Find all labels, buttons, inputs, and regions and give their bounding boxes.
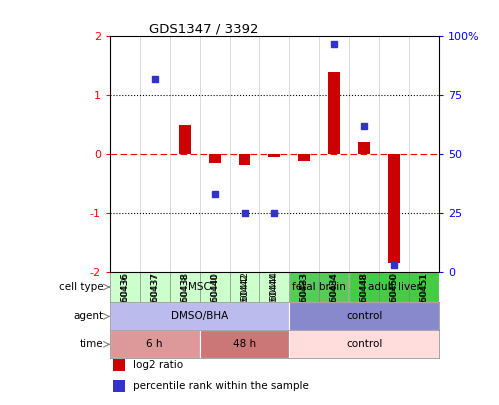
- Bar: [110, 330, 200, 358]
- Bar: [328, 72, 340, 154]
- Text: GSM60444: GSM60444: [270, 272, 279, 320]
- Text: MSC: MSC: [188, 282, 211, 292]
- Text: GSM60433: GSM60433: [300, 273, 309, 322]
- Text: GSM60450: GSM60450: [390, 272, 399, 321]
- Bar: [200, 330, 289, 358]
- Text: GSM60437: GSM60437: [150, 272, 159, 321]
- Text: GSM60440: GSM60440: [210, 273, 219, 322]
- Text: GSM60451: GSM60451: [420, 272, 429, 321]
- Bar: [179, 125, 191, 154]
- Text: GSM60438: GSM60438: [180, 272, 189, 321]
- Bar: [110, 303, 289, 330]
- Bar: [289, 303, 439, 330]
- Text: GSM60442: GSM60442: [240, 273, 249, 322]
- Bar: [113, 359, 125, 371]
- Text: GSM60451: GSM60451: [420, 273, 429, 322]
- Bar: [268, 154, 280, 157]
- Text: cell type: cell type: [58, 282, 103, 292]
- Text: 6 h: 6 h: [146, 339, 163, 350]
- Text: control: control: [346, 339, 382, 350]
- Bar: [239, 154, 250, 164]
- Text: GDS1347 / 3392: GDS1347 / 3392: [149, 22, 259, 35]
- Text: fetal brain: fetal brain: [292, 282, 346, 292]
- Text: GSM60436: GSM60436: [120, 272, 129, 321]
- Text: GSM60437: GSM60437: [150, 273, 159, 322]
- Text: GSM60440: GSM60440: [210, 272, 219, 321]
- Text: GSM60433: GSM60433: [300, 272, 309, 321]
- Bar: [289, 272, 349, 303]
- Bar: [110, 272, 289, 303]
- Bar: [113, 380, 125, 392]
- Text: agent: agent: [73, 311, 103, 322]
- Text: GSM60434: GSM60434: [330, 273, 339, 322]
- Text: DMSO/BHA: DMSO/BHA: [171, 311, 228, 322]
- Bar: [349, 272, 439, 303]
- Text: GSM60444: GSM60444: [270, 273, 279, 322]
- Text: GSM60442: GSM60442: [240, 272, 249, 320]
- Bar: [209, 154, 221, 163]
- Text: GSM60448: GSM60448: [360, 273, 369, 322]
- Text: GSM60448: GSM60448: [360, 272, 369, 321]
- Text: adult liver: adult liver: [368, 282, 421, 292]
- Bar: [358, 142, 370, 154]
- Text: GSM60436: GSM60436: [120, 273, 129, 322]
- Bar: [298, 154, 310, 161]
- Text: GSM60434: GSM60434: [330, 272, 339, 321]
- Text: log2 ratio: log2 ratio: [133, 360, 183, 370]
- Bar: [289, 330, 439, 358]
- Text: percentile rank within the sample: percentile rank within the sample: [133, 382, 309, 392]
- Bar: [388, 154, 400, 263]
- Text: 48 h: 48 h: [233, 339, 256, 350]
- Text: control: control: [346, 311, 382, 322]
- Text: time: time: [79, 339, 103, 350]
- Text: GSM60438: GSM60438: [180, 273, 189, 322]
- Text: GSM60450: GSM60450: [390, 273, 399, 322]
